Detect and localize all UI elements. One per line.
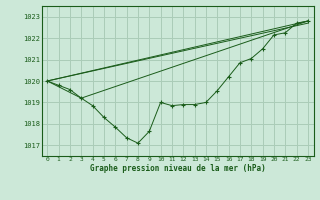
X-axis label: Graphe pression niveau de la mer (hPa): Graphe pression niveau de la mer (hPa) (90, 164, 266, 173)
